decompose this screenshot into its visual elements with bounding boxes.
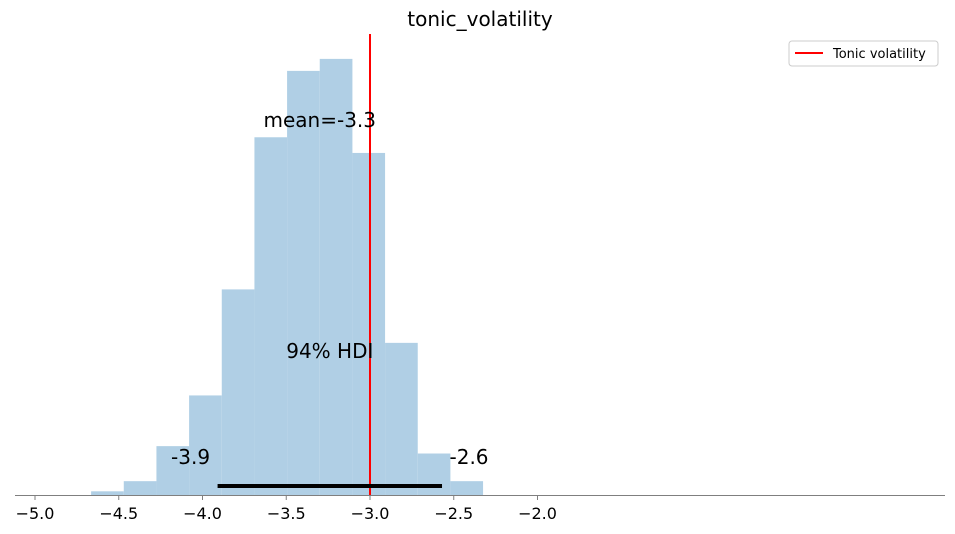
histogram-bar-1 — [123, 481, 157, 495]
histogram-bar-9 — [385, 342, 418, 495]
histogram-bars — [91, 58, 484, 496]
x-tick-label-3: −3.5 — [267, 504, 306, 523]
legend-box — [788, 40, 939, 67]
x-tick-label-4: −3.0 — [351, 504, 390, 523]
histogram-bar-11 — [450, 481, 484, 495]
histogram-bar-3 — [189, 395, 222, 495]
mean-label: mean=-3.3 — [264, 108, 377, 132]
histogram-bar-8 — [352, 152, 386, 496]
legend: Tonic volatility — [788, 40, 939, 67]
chart-title: tonic_volatility — [407, 7, 553, 31]
legend-label-tonic-volatility: Tonic volatility — [832, 47, 926, 62]
histogram-bar-0 — [91, 491, 124, 495]
x-tick-label-0: −5.0 — [16, 504, 55, 523]
hdi-low-label: -3.9 — [171, 445, 210, 469]
x-tick-label-5: −2.5 — [434, 504, 473, 523]
x-tick-label-2: −4.0 — [183, 504, 222, 523]
histogram-bar-5 — [254, 137, 288, 495]
x-tick-label-6: −2.0 — [518, 504, 557, 523]
histogram-bar-2 — [156, 446, 190, 495]
x-axis: −5.0 −4.5 −4.0 −3.5 −3.0 −2.5 −2.0 — [15, 495, 945, 523]
histogram-bar-7 — [319, 58, 353, 495]
hdi-label: 94% HDI — [286, 339, 373, 363]
x-tick-label-1: −4.5 — [99, 504, 138, 523]
histogram-bar-4 — [221, 289, 255, 495]
histogram-bar-6 — [287, 70, 320, 495]
histogram-bar-10 — [417, 453, 451, 495]
hdi-high-label: -2.6 — [450, 445, 489, 469]
